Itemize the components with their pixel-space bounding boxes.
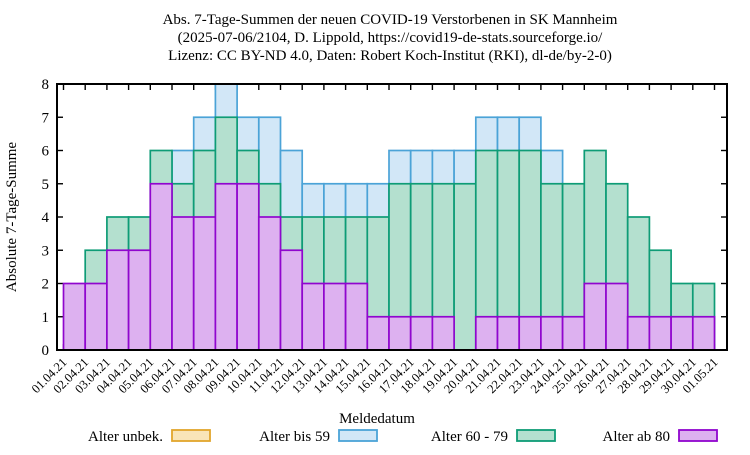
legend-swatch-alter-ab-80 — [678, 429, 718, 442]
legend-swatch-alter-bis-59 — [338, 429, 378, 442]
y-axis-label: Absolute 7-Tage-Summe — [4, 142, 20, 293]
chart-title-line2: (2025-07-06/2104, D. Lippold, https://co… — [178, 30, 603, 46]
bar-alter-ab-80-02.04.21 — [84, 282, 108, 351]
bar-alter-ab-80-05.04.21 — [149, 182, 173, 351]
legend: Alter unbek. Alter bis 59 Alter 60 - 79 … — [88, 429, 718, 445]
y-tick-label: 1 — [42, 310, 50, 326]
bar-alter-ab-80-30.04.21 — [691, 315, 716, 351]
bar-alter-ab-80-06.04.21 — [171, 216, 195, 351]
bar-alter-ab-80-10.04.21 — [257, 216, 282, 351]
bar-alter-ab-80-25.04.21 — [583, 282, 607, 351]
bar-alter-60-79-19.04.21 — [453, 182, 477, 351]
bar-alter-ab-80-12.04.21 — [301, 282, 325, 351]
bar-alter-ab-80-20.04.21 — [474, 315, 499, 351]
bar-alter-ab-80-03.04.21 — [106, 249, 130, 351]
chart-title-line1: Abs. 7-Tage-Summen der neuen COVID-19 Ve… — [163, 12, 618, 28]
legend-label-alter-ab-80: Alter ab 80 — [603, 429, 670, 445]
y-tick-label: 8 — [42, 77, 50, 93]
bar-alter-ab-80-14.04.21 — [344, 282, 369, 351]
y-tick-label: 3 — [42, 243, 50, 259]
legend-swatch-alter-60-79 — [516, 429, 556, 442]
bar-alter-ab-80-04.04.21 — [127, 249, 152, 351]
bar-alter-ab-80-21.04.21 — [496, 315, 521, 351]
bar-alter-ab-80-17.04.21 — [409, 315, 434, 351]
bars — [62, 83, 716, 351]
bar-alter-ab-80-01.04.21 — [62, 282, 87, 351]
bar-alter-ab-80-27.04.21 — [626, 315, 651, 351]
bar-alter-ab-80-11.04.21 — [279, 249, 304, 351]
y-tick-label: 5 — [42, 177, 50, 193]
y-tick-label: 2 — [42, 277, 50, 293]
bar-alter-ab-80-15.04.21 — [366, 315, 390, 351]
bar-alter-ab-80-26.04.21 — [605, 282, 629, 351]
x-axis-label: Meldedatum — [339, 411, 415, 427]
bar-alter-ab-80-24.04.21 — [561, 315, 586, 351]
bar-alter-ab-80-08.04.21 — [214, 182, 238, 351]
legend-label-alter-unbek: Alter unbek. — [88, 429, 163, 445]
bar-alter-ab-80-29.04.21 — [670, 315, 694, 351]
chart-title-line3: Lizenz: CC BY-ND 4.0, Daten: Robert Koch… — [168, 48, 612, 64]
bar-alter-ab-80-13.04.21 — [323, 282, 347, 351]
y-tick-label: 6 — [42, 144, 50, 160]
legend-swatch-alter-unbek — [171, 429, 211, 442]
y-tick-label: 4 — [42, 210, 50, 226]
bar-alter-ab-80-18.04.21 — [431, 315, 455, 351]
legend-label-alter-bis-59: Alter bis 59 — [259, 429, 330, 445]
plot-area: 01.04.2102.04.2103.04.2104.04.2105.04.21… — [29, 77, 728, 396]
y-tick-label: 7 — [42, 110, 50, 126]
bar-alter-ab-80-28.04.21 — [648, 315, 672, 351]
bar-alter-ab-80-07.04.21 — [192, 216, 217, 351]
bar-alter-ab-80-16.04.21 — [388, 315, 412, 351]
bar-alter-ab-80-09.04.21 — [236, 182, 260, 351]
legend-label-alter-60-79: Alter 60 - 79 — [431, 429, 508, 445]
y-tick-label: 0 — [42, 343, 50, 359]
bar-alter-ab-80-23.04.21 — [540, 315, 564, 351]
plot-frame — [56, 83, 728, 351]
bar-alter-ab-80-22.04.21 — [518, 315, 542, 351]
